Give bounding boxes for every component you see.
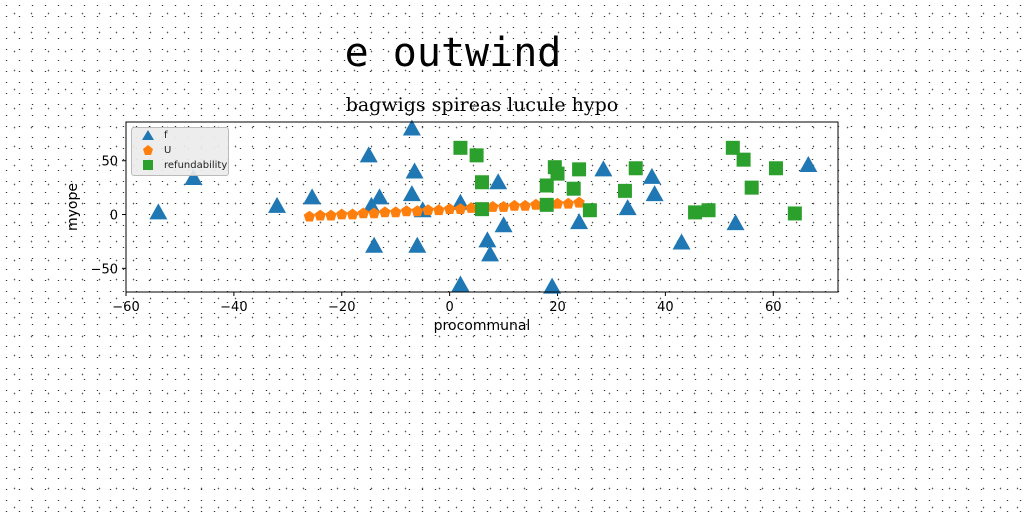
point-refundability: [572, 162, 587, 177]
x-axis-label: procommunal: [433, 318, 531, 334]
point-u: [314, 209, 326, 221]
point-f: [149, 203, 168, 220]
point-u: [325, 209, 337, 221]
point-u: [497, 201, 510, 212]
pentagon-marker-icon: [143, 145, 153, 155]
point-refundability: [688, 205, 703, 220]
point-f: [799, 156, 818, 173]
point-f: [303, 188, 322, 205]
point-u: [357, 207, 369, 219]
point-u: [454, 203, 467, 214]
point-u: [508, 199, 521, 211]
point-f: [402, 119, 421, 136]
point-u: [303, 210, 316, 222]
point-refundability: [469, 148, 484, 163]
point-u: [433, 204, 445, 216]
legend-label: refundability: [164, 160, 228, 171]
point-u: [336, 208, 348, 220]
point-f: [618, 199, 637, 216]
point-refundability: [475, 202, 489, 217]
y-tick-label: 0: [110, 209, 118, 224]
point-refundability: [725, 140, 740, 155]
point-f: [672, 233, 691, 250]
x-tick-label: −60: [112, 300, 139, 315]
point-f: [365, 236, 384, 253]
point-f: [645, 185, 664, 202]
x-tick-label: −20: [328, 300, 355, 315]
point-f: [405, 162, 424, 179]
point-refundability: [539, 178, 554, 193]
point-refundability: [453, 140, 468, 155]
legend-label: f: [164, 130, 168, 141]
point-u: [465, 202, 477, 213]
point-f: [359, 146, 378, 163]
point-refundability: [582, 203, 597, 218]
x-tick-label: 60: [765, 300, 782, 315]
point-u: [551, 197, 564, 209]
triangle-marker-icon: [142, 130, 154, 140]
point-u: [390, 206, 402, 218]
point-u: [411, 205, 423, 217]
point-u: [346, 208, 359, 220]
point-f: [481, 245, 500, 262]
point-u: [368, 207, 380, 219]
legend-entry-f: f: [132, 128, 228, 143]
point-refundability: [617, 183, 632, 198]
y-axis-label: myope: [65, 183, 81, 231]
point-u: [573, 196, 585, 208]
point-u: [530, 198, 542, 210]
chart-title: bagwigs spireas lucule hypo: [345, 94, 619, 116]
point-f: [370, 188, 389, 205]
point-f: [402, 185, 421, 202]
point-refundability: [566, 181, 581, 196]
point-refundability: [550, 166, 565, 181]
point-u: [443, 203, 456, 214]
x-tick-label: 20: [549, 300, 566, 315]
point-f: [408, 236, 427, 253]
square-marker-icon: [143, 160, 153, 170]
x-tick-label: −40: [220, 300, 247, 315]
point-f: [543, 277, 562, 294]
point-f: [268, 196, 287, 213]
x-tick-label: 0: [445, 300, 453, 315]
point-f: [594, 160, 613, 177]
point-refundability: [701, 203, 716, 218]
point-f: [494, 216, 513, 233]
point-f: [184, 168, 203, 185]
legend-entry-u: U: [132, 143, 228, 158]
point-refundability: [628, 161, 643, 176]
point-refundability: [744, 180, 759, 195]
y-tick-label: 50: [101, 155, 118, 170]
legend-entry-refundability: refundability: [132, 158, 228, 173]
point-u: [487, 201, 499, 212]
x-tick-label: 40: [657, 300, 674, 315]
point-f: [489, 173, 508, 190]
point-u: [400, 205, 413, 217]
point-f: [451, 193, 470, 210]
point-u: [519, 199, 531, 211]
point-f: [726, 214, 745, 231]
point-f: [642, 167, 661, 184]
point-f: [570, 213, 589, 230]
point-f: [451, 275, 470, 292]
figure-suptitle: e outwind: [344, 30, 562, 76]
point-refundability: [768, 161, 783, 176]
point-refundability: [475, 175, 489, 190]
plot-frame: [125, 121, 839, 293]
legend-label: U: [164, 145, 172, 156]
point-u: [379, 206, 391, 218]
point-refundability: [736, 152, 751, 167]
point-u: [562, 197, 574, 209]
y-tick-label: −50: [91, 262, 118, 277]
point-refundability: [539, 197, 554, 212]
point-refundability: [787, 206, 802, 221]
point-u: [422, 204, 434, 216]
point-f: [478, 231, 497, 248]
legend: f U refundability: [131, 127, 229, 176]
